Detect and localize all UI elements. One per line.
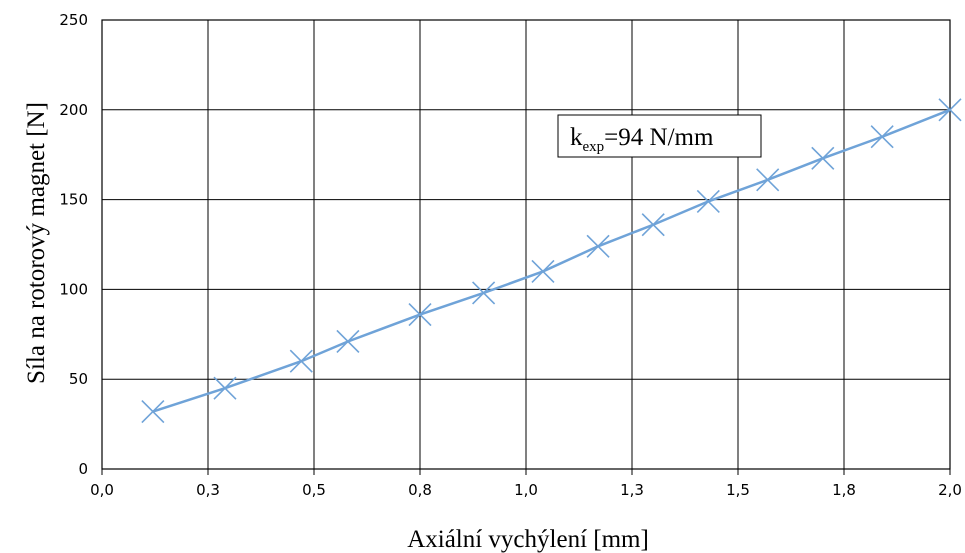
axes xyxy=(101,19,951,475)
annotation-value: =94 N/mm xyxy=(604,124,714,151)
x-tick-label: 0,8 xyxy=(408,481,432,499)
series xyxy=(141,98,962,424)
data-point-marker xyxy=(696,189,720,213)
x-tick-label: 1,8 xyxy=(832,481,856,499)
x-tick-label: 0,0 xyxy=(90,481,114,499)
data-point-marker xyxy=(141,399,165,424)
y-tick-label: 250 xyxy=(59,11,88,29)
x-tick-label: 0,5 xyxy=(302,481,326,499)
data-point-marker xyxy=(531,259,555,284)
data-point-marker xyxy=(641,213,665,237)
data-point-marker xyxy=(472,281,496,305)
x-axis-title: Axiální vychýlení [mm] xyxy=(407,526,649,553)
data-point-marker xyxy=(336,329,360,354)
annotation-text: kexp=94 N/mm xyxy=(570,124,714,155)
data-point-marker xyxy=(213,376,237,400)
y-tick-label: 0 xyxy=(78,460,88,478)
data-point-marker xyxy=(408,302,432,327)
annotation-box: kexp=94 N/mm xyxy=(557,114,762,158)
data-point-marker xyxy=(811,146,835,170)
x-tick-label: 1,5 xyxy=(726,481,750,499)
y-tick-label: 100 xyxy=(59,280,88,298)
data-point-marker xyxy=(289,349,313,373)
data-point-marker xyxy=(938,98,962,122)
data-point-marker xyxy=(586,234,610,258)
y-tick-label: 200 xyxy=(59,101,88,119)
grid xyxy=(101,19,951,470)
x-tick-label: 0,3 xyxy=(196,481,220,499)
y-axis-title: Síla na rotorový magnet [N] xyxy=(23,102,50,384)
annotation-k: k xyxy=(570,124,583,151)
x-tick-label: 2,0 xyxy=(938,481,962,499)
x-tick-label: 1,3 xyxy=(620,481,644,499)
series-line xyxy=(152,108,951,413)
annotation-subscript: exp xyxy=(583,139,605,155)
x-tick-label: 1,0 xyxy=(514,481,538,499)
data-point-marker xyxy=(870,125,894,149)
data-point-marker xyxy=(756,168,780,192)
plot-area-border xyxy=(101,19,951,470)
tick-labels: 0,0 0,3 0,5 0,8 1,0 1,3 1,5 1,8 2,0 0 50 100 150 200 2… xyxy=(59,11,962,499)
y-tick-label: 50 xyxy=(69,370,88,388)
y-tick-label: 150 xyxy=(59,191,88,209)
